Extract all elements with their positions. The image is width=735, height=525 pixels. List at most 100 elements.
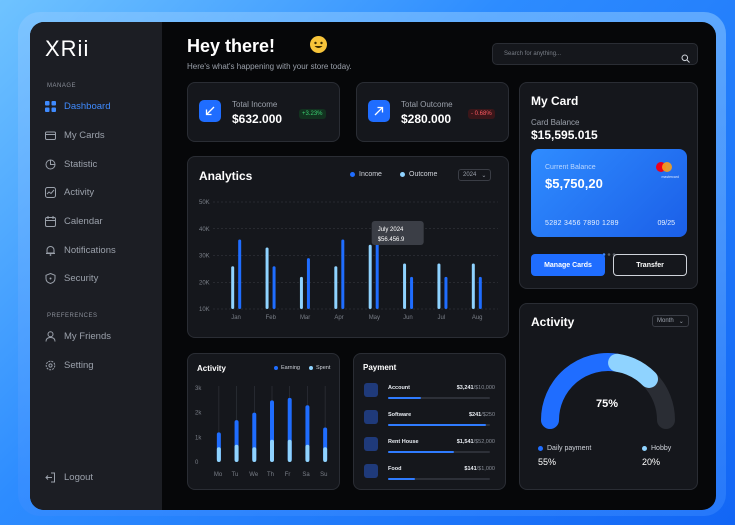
legend-label: Hobby — [651, 445, 672, 452]
legend-dot — [538, 446, 543, 451]
x-tick-label: Jun — [403, 315, 413, 321]
x-tick-label: We — [249, 472, 259, 478]
bar-income — [334, 266, 338, 309]
x-tick-label: Mar — [300, 315, 310, 321]
analytics-chart: 10K 20K 30K 40K 50K Jan Feb Mar Apr May Jun Jul Aug J… — [199, 200, 498, 321]
sidebar-item-security[interactable]: Security — [45, 269, 98, 287]
search-input[interactable]: Search for anything... — [492, 43, 698, 65]
manage-cards-button[interactable]: Manage Cards — [531, 254, 605, 276]
bar-outcome — [306, 258, 310, 309]
sidebar-item-my-cards[interactable]: My Cards — [45, 126, 105, 144]
bar-income — [437, 263, 441, 309]
pie-icon — [45, 159, 56, 170]
period-select[interactable]: Month ⌄ — [652, 315, 689, 327]
card-balance-label: Card Balance — [531, 118, 580, 127]
bar-spent — [323, 447, 328, 462]
legend-daily-payment: Daily payment — [538, 445, 591, 452]
y-tick-label: 40K — [199, 227, 210, 233]
sidebar-item-label: Statistic — [64, 158, 98, 170]
activity-chart: 0 1k 2k 3k Mo Tu We Th Fr Sa Su — [195, 386, 328, 478]
legend-label: Daily payment — [547, 445, 592, 452]
transfer-button[interactable]: Transfer — [613, 254, 687, 276]
y-tick-label: 3k — [195, 386, 202, 392]
period-select-value: Month — [657, 318, 674, 324]
bar-income — [299, 276, 303, 309]
daily-payment-value: 55% — [538, 457, 557, 467]
payment-card: Payment Account $3,241/$10,000 Software … — [353, 353, 506, 490]
x-tick-label: May — [369, 315, 380, 321]
my-card-title: My Card — [531, 94, 579, 108]
payment-row-label: Rent House — [388, 439, 419, 445]
brand-logo: XRii — [45, 36, 90, 61]
change-badge: +3.23% — [299, 109, 326, 119]
sidebar-item-activity[interactable]: Activity — [45, 183, 94, 201]
year-select[interactable]: 2024 ⌄ — [458, 169, 492, 181]
legend-earning: Earning — [274, 365, 300, 371]
arrow-down-left-icon — [199, 100, 221, 122]
house-icon — [364, 437, 378, 451]
logout-label: Logout — [64, 471, 94, 483]
search-placeholder: Search for anything... — [504, 51, 562, 57]
carousel-dots[interactable] — [602, 243, 616, 256]
legend-dot — [350, 172, 355, 177]
food-icon — [364, 464, 378, 478]
smile-emoji-icon — [310, 36, 327, 53]
sidebar-item-label: Setting — [64, 359, 94, 371]
sidebar-item-my-friends[interactable]: My Friends — [45, 327, 111, 345]
x-tick-label: Feb — [266, 315, 277, 321]
bar-outcome — [238, 239, 242, 309]
stat-label: Total Income — [232, 100, 278, 109]
legend-outcome: Outcome — [400, 171, 437, 178]
gauge-percent: 75% — [596, 398, 619, 410]
x-tick-label: Apr — [334, 315, 343, 321]
bar-outcome — [478, 276, 482, 309]
logout-button[interactable]: Logout — [45, 468, 93, 486]
page-subtitle: Here's what's happening with your store … — [187, 62, 352, 71]
y-tick-label: 20K — [199, 280, 210, 286]
activity-gauge — [541, 353, 675, 429]
software-icon — [364, 410, 378, 424]
bar-income — [231, 266, 235, 309]
payment-amount: $241 — [468, 412, 482, 418]
sidebar: XRii MANAGE Dashboard My Cards Statistic… — [30, 22, 162, 510]
current-balance-value: $5,750,20 — [545, 176, 603, 191]
sidebar-item-calendar[interactable]: Calendar — [45, 212, 103, 230]
progress-track — [388, 424, 490, 426]
bar-outcome — [375, 226, 379, 309]
x-tick-label: Sa — [302, 472, 310, 478]
legend-label: Earning — [281, 365, 300, 371]
total-outcome-card: Total Outcome $280.000 - 0.68% — [356, 82, 509, 142]
bar-income — [265, 247, 269, 309]
sidebar-item-statistic[interactable]: Statistic — [45, 155, 97, 173]
year-select-value: 2024 — [463, 172, 477, 178]
card-balance-value: $15,595.015 — [531, 128, 598, 142]
payment-amount: $3,241 — [456, 385, 474, 391]
payment-row-label: Food — [388, 466, 402, 472]
search-icon[interactable] — [681, 50, 690, 63]
legend-spent: Spent — [309, 365, 330, 371]
change-badge: - 0.68% — [468, 109, 495, 119]
chevron-down-icon: ⌄ — [481, 172, 487, 179]
bar-income — [471, 263, 475, 309]
progress-fill — [388, 451, 455, 453]
sidebar-item-dashboard[interactable]: Dashboard — [45, 97, 110, 115]
sidebar-item-setting[interactable]: Setting — [45, 356, 94, 374]
hobby-value: 20% — [642, 457, 661, 467]
legend-hobby: Hobby — [642, 445, 671, 452]
sidebar-item-notifications[interactable]: Notifications — [45, 241, 116, 259]
x-tick-label: Fr — [285, 472, 291, 478]
payment-amount: $1,541 — [456, 439, 474, 445]
card-network-label: mastercard — [661, 175, 679, 179]
payment-title: Payment — [363, 363, 397, 372]
x-tick-label: Mo — [214, 472, 223, 478]
bar-spent — [216, 447, 221, 462]
payment-row-label: Account — [388, 385, 410, 391]
bank-card[interactable]: Current Balance $5,750,20 mastercard 528… — [531, 149, 687, 237]
preferences-section-label: PREFERENCES — [47, 313, 98, 319]
legend-label: Income — [359, 171, 382, 178]
bar-outcome — [410, 276, 414, 309]
account-icon — [364, 383, 378, 397]
bar-outcome — [341, 239, 345, 309]
bar-income — [403, 263, 407, 309]
card-number: 5282 3456 7890 1289 — [545, 220, 619, 227]
